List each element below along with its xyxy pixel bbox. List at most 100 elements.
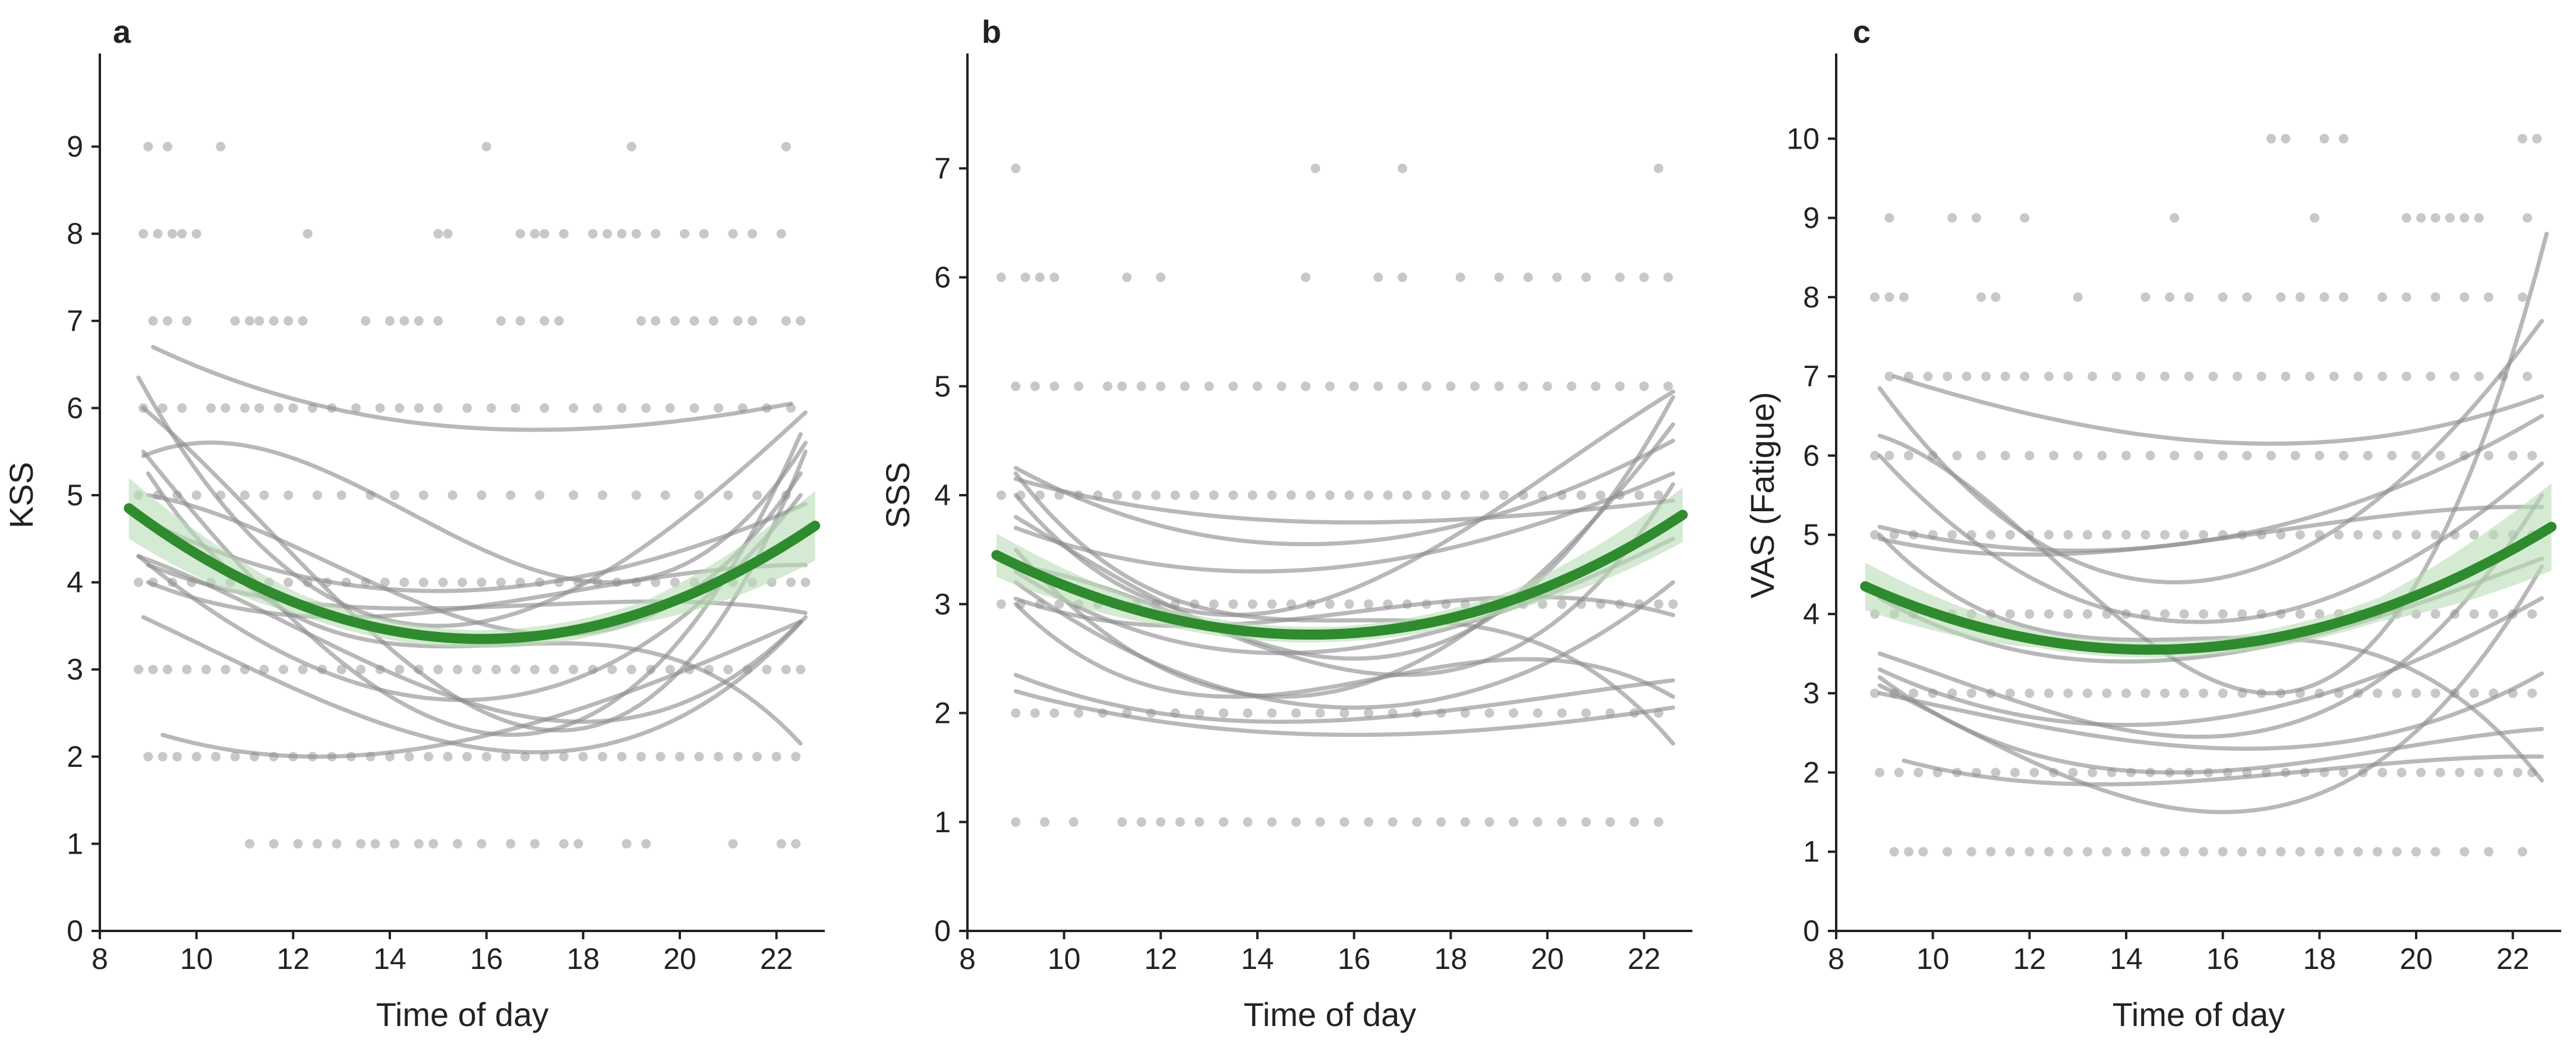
data-point: [1209, 599, 1219, 609]
data-point: [631, 229, 641, 239]
data-point: [211, 751, 221, 761]
data-point: [2523, 213, 2533, 223]
data-point: [670, 316, 680, 326]
data-point: [2160, 688, 2170, 698]
data-point: [1943, 847, 1953, 857]
data-point: [1325, 381, 1335, 391]
data-point: [2523, 372, 2533, 382]
data-point: [2430, 530, 2441, 540]
data-point: [477, 577, 487, 587]
data-point: [1315, 817, 1325, 827]
x-axis-label: Time of day: [2112, 996, 2285, 1033]
data-point: [1344, 490, 1354, 500]
data-point: [269, 839, 279, 849]
data-point: [680, 229, 690, 239]
data-point: [1190, 490, 1200, 500]
x-tick-label: 10: [1916, 942, 1950, 976]
data-point: [245, 316, 255, 326]
data-point: [1204, 381, 1214, 391]
individual-curve: [1877, 414, 2544, 553]
data-point: [182, 316, 192, 326]
data-point: [302, 229, 313, 239]
data-point: [1596, 490, 1606, 500]
data-point: [472, 665, 482, 675]
individual-curves: [136, 345, 808, 759]
data-point: [2401, 292, 2411, 302]
y-tick-label: 6: [934, 261, 951, 294]
data-point: [1952, 451, 1962, 461]
data-point: [2435, 767, 2445, 778]
data-point: [1533, 817, 1543, 827]
x-tick-label: 22: [1628, 942, 1661, 976]
data-point: [2276, 847, 2286, 857]
data-point: [1339, 708, 1350, 718]
x-tick-label: 10: [1048, 942, 1081, 976]
individual-curve: [1013, 471, 1675, 574]
data-point: [481, 751, 491, 761]
data-point: [1566, 381, 1577, 391]
data-point: [2266, 134, 2276, 144]
data-point: [2469, 609, 2479, 619]
data-point: [771, 751, 781, 761]
data-point: [752, 490, 762, 500]
plot-area: [991, 163, 1688, 827]
data-point: [708, 316, 718, 326]
y-tick-label: 8: [67, 217, 83, 250]
data-point: [1663, 381, 1673, 391]
data-point: [506, 839, 516, 849]
data-point: [1480, 490, 1490, 500]
data-point: [636, 751, 646, 761]
data-point: [1460, 490, 1470, 500]
data-point: [1011, 817, 1021, 827]
data-point: [298, 316, 308, 326]
individual-curve: [1013, 389, 1675, 618]
data-point: [2184, 372, 2194, 382]
data-point: [791, 839, 801, 849]
data-point: [2121, 530, 2131, 540]
data-point: [699, 229, 709, 239]
individual-curve: [1013, 471, 1675, 746]
y-tick-label: 6: [67, 391, 83, 424]
data-point: [162, 316, 172, 326]
data-point: [501, 751, 511, 761]
data-point: [1557, 817, 1567, 827]
data-point: [2266, 451, 2276, 461]
data-point: [2005, 609, 2015, 619]
data-point: [143, 141, 153, 152]
data-point: [351, 403, 361, 413]
data-point: [1325, 599, 1335, 609]
data-point: [1243, 708, 1253, 718]
x-tick-label: 14: [2110, 942, 2143, 976]
data-point: [1170, 490, 1180, 500]
data-point: [2082, 609, 2092, 619]
data-point: [168, 229, 177, 239]
x-tick-label: 14: [373, 942, 406, 976]
data-point: [254, 403, 264, 413]
data-point: [1301, 381, 1311, 391]
data-point: [452, 665, 462, 675]
data-point: [1436, 817, 1446, 827]
data-point: [796, 316, 806, 326]
data-point: [2295, 609, 2305, 619]
data-point: [2430, 688, 2441, 698]
data-point: [752, 751, 762, 761]
data-point: [1373, 272, 1383, 282]
data-point: [1484, 817, 1494, 827]
data-point: [2082, 530, 2092, 540]
data-point: [240, 490, 250, 500]
data-point: [356, 839, 366, 849]
y-axis-label: SSS: [879, 462, 916, 528]
y-axis-label: VAS (Fatigue): [1743, 392, 1781, 599]
data-point: [143, 751, 153, 761]
data-point: [313, 839, 322, 849]
y-tick-label: 4: [934, 479, 951, 512]
data-point: [1315, 708, 1325, 718]
data-point: [283, 316, 294, 326]
data-point: [399, 577, 409, 587]
data-point: [723, 665, 733, 675]
data-point: [1663, 272, 1673, 282]
data-point: [573, 839, 584, 849]
data-point: [1557, 708, 1567, 718]
data-point: [1654, 490, 1664, 500]
